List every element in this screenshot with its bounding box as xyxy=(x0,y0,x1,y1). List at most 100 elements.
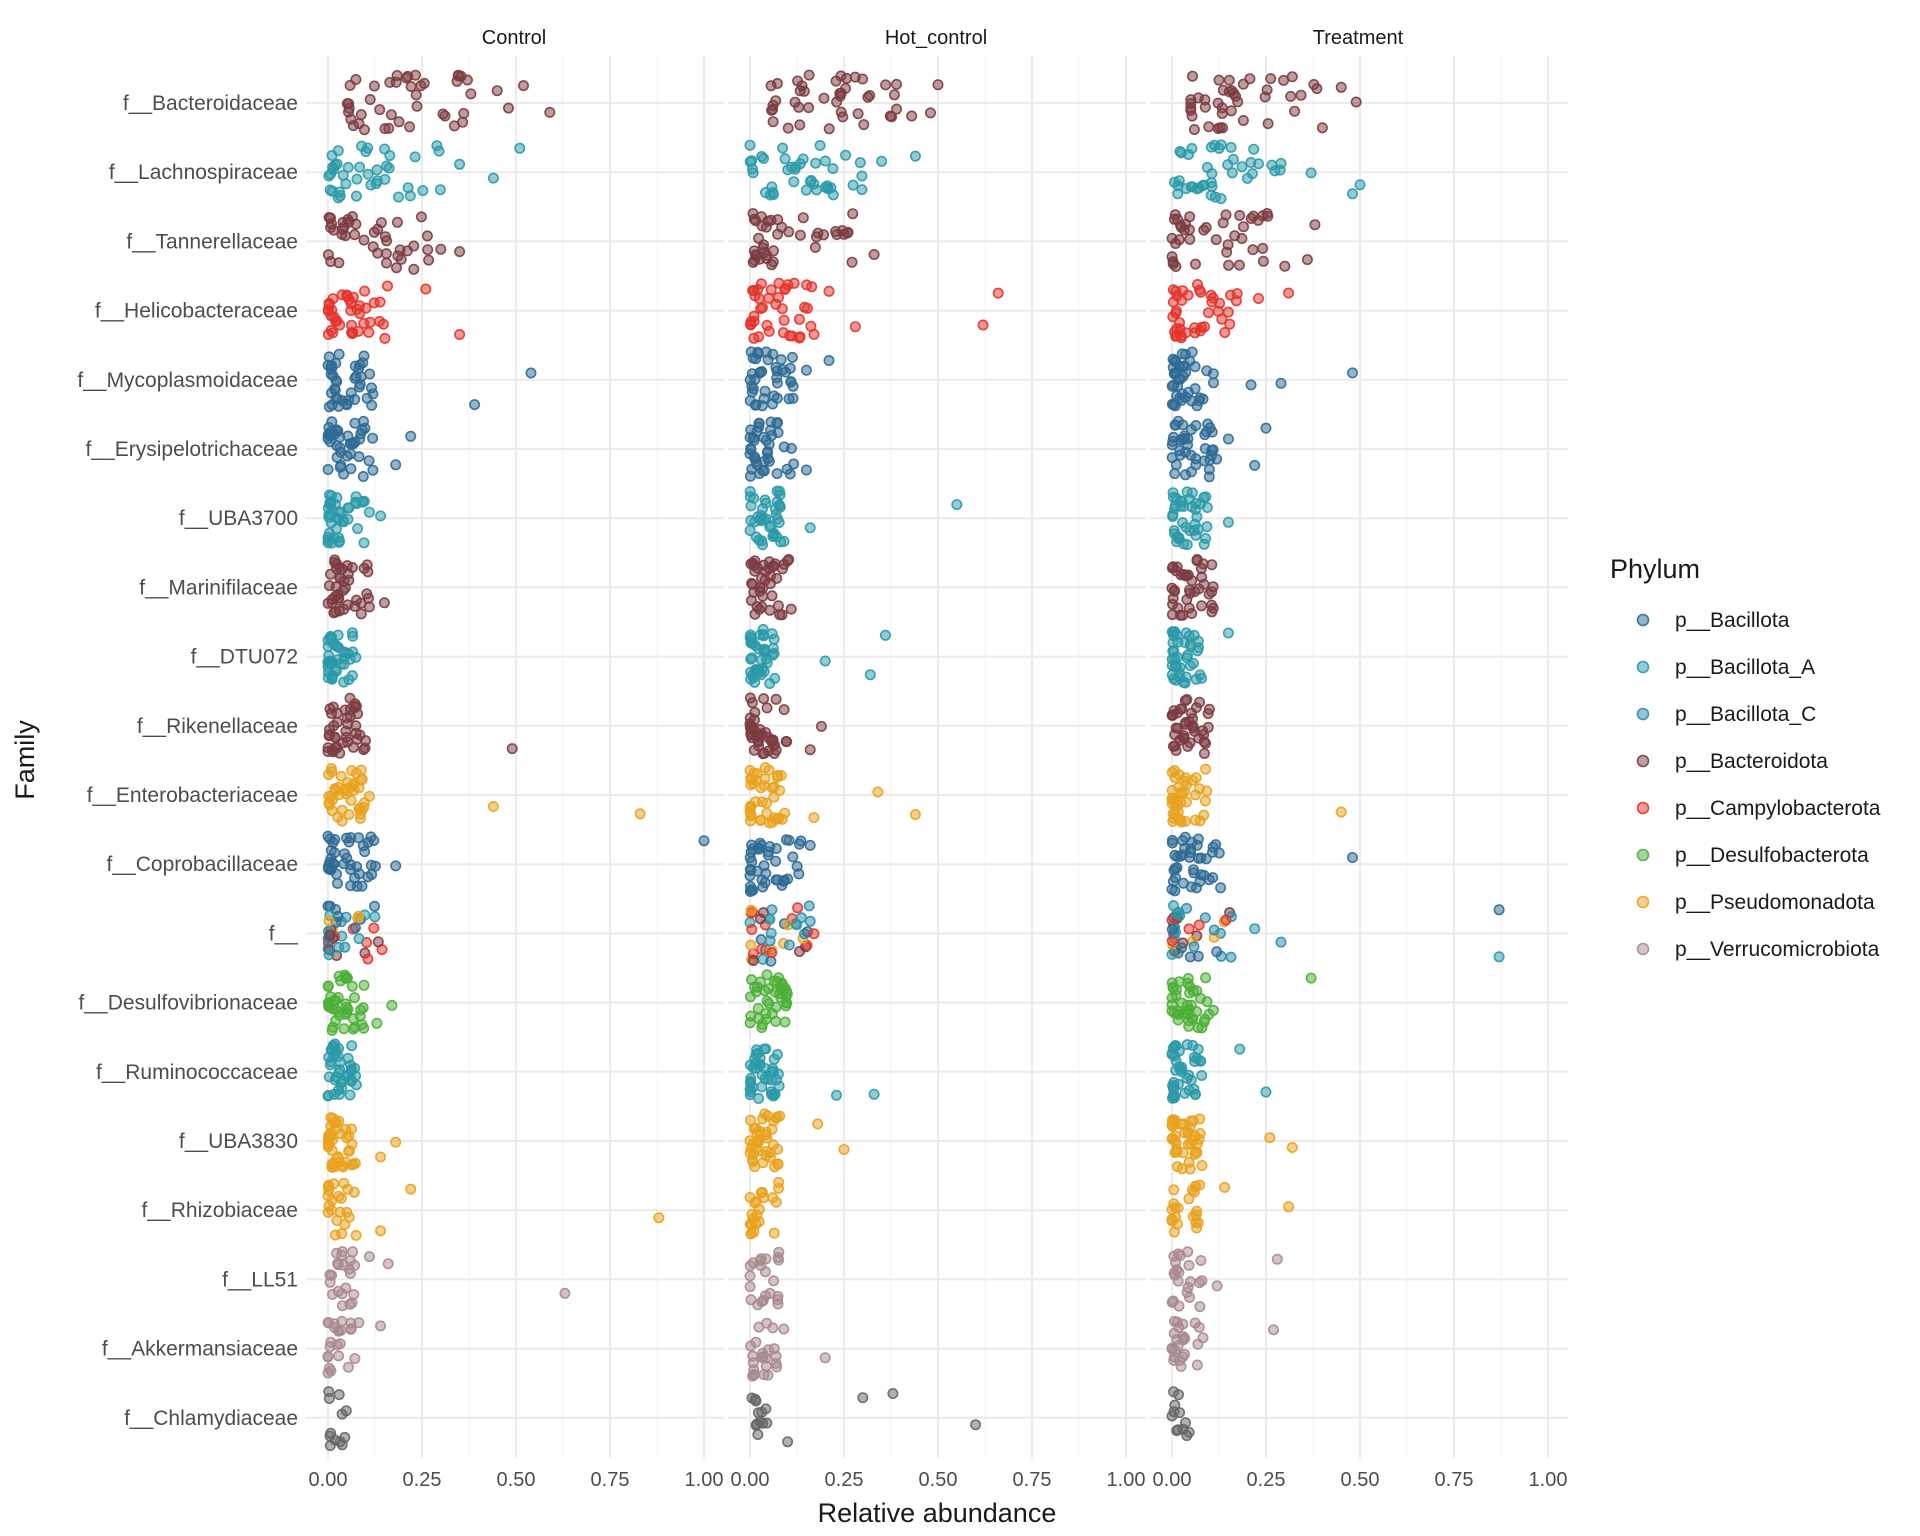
data-point xyxy=(770,693,782,705)
data-point xyxy=(756,729,768,741)
data-point xyxy=(355,109,367,121)
data-point xyxy=(747,1350,759,1362)
data-point xyxy=(749,676,761,688)
y-tick-label: f__Marinifilaceae xyxy=(139,576,298,599)
legend-key xyxy=(1636,942,1650,956)
data-point xyxy=(421,230,433,242)
data-point xyxy=(823,285,835,297)
data-point xyxy=(349,1353,361,1365)
data-point xyxy=(525,367,537,379)
data-point xyxy=(1171,907,1183,919)
data-point xyxy=(379,143,391,155)
data-point xyxy=(750,399,762,411)
data-point xyxy=(359,422,371,434)
data-point xyxy=(349,496,361,508)
data-point xyxy=(381,160,393,172)
data-point xyxy=(1177,1318,1189,1330)
data-point xyxy=(1196,1275,1208,1287)
data-point xyxy=(358,124,370,136)
data-point xyxy=(822,183,834,195)
data-point xyxy=(752,1013,764,1025)
data-point xyxy=(924,107,936,119)
data-point xyxy=(1167,875,1179,887)
data-point xyxy=(745,884,757,896)
data-point xyxy=(1354,179,1366,191)
data-point xyxy=(1245,157,1257,169)
data-point xyxy=(876,155,888,167)
data-point xyxy=(1249,923,1261,935)
data-point xyxy=(327,1158,339,1170)
data-point xyxy=(768,1343,780,1355)
data-point xyxy=(366,399,378,411)
data-point xyxy=(790,161,802,173)
data-point xyxy=(767,1066,779,1078)
data-point xyxy=(337,169,349,181)
data-point xyxy=(1189,814,1201,826)
data-point xyxy=(364,368,376,380)
data-point xyxy=(433,145,445,157)
data-point xyxy=(847,179,859,191)
data-point xyxy=(349,1021,361,1033)
data-point xyxy=(1169,771,1181,783)
x-tick-label: 0.25 xyxy=(403,1469,442,1491)
data-point xyxy=(1246,168,1258,180)
data-point xyxy=(1234,210,1246,222)
data-point xyxy=(325,218,337,230)
legend-key xyxy=(1636,848,1650,862)
data-point xyxy=(1180,716,1192,728)
data-point xyxy=(793,868,805,880)
data-point xyxy=(757,153,769,165)
data-point xyxy=(787,392,799,404)
data-point xyxy=(1169,1399,1181,1411)
data-point xyxy=(1194,1301,1206,1313)
y-tick-label: f__Rhizobiaceae xyxy=(142,1199,298,1222)
data-point xyxy=(369,911,381,923)
legend-key xyxy=(1636,660,1650,674)
data-point xyxy=(785,376,797,388)
data-point xyxy=(1166,609,1178,621)
data-point xyxy=(868,249,880,261)
data-point xyxy=(1198,224,1210,236)
data-point xyxy=(745,319,757,331)
data-point xyxy=(756,1296,768,1308)
data-point xyxy=(1170,330,1182,342)
data-point xyxy=(1196,1160,1208,1172)
data-point xyxy=(349,417,361,429)
y-tick-label: f__UBA3700 xyxy=(179,507,298,530)
data-point xyxy=(749,1161,761,1173)
data-point xyxy=(753,1321,765,1333)
data-point xyxy=(747,167,759,179)
data-point xyxy=(1179,831,1191,843)
data-point xyxy=(764,913,776,925)
data-point xyxy=(353,300,365,312)
data-point xyxy=(325,862,337,874)
data-point xyxy=(800,184,812,196)
data-point xyxy=(1199,795,1211,807)
data-point xyxy=(951,499,963,511)
data-point xyxy=(759,877,771,889)
data-point xyxy=(778,314,790,326)
data-point xyxy=(762,1110,774,1122)
data-point xyxy=(340,1405,352,1417)
data-point xyxy=(336,1315,348,1327)
data-point xyxy=(754,468,766,480)
data-point xyxy=(1264,1132,1276,1144)
data-point xyxy=(1172,1161,1184,1173)
data-point xyxy=(402,182,414,194)
data-point xyxy=(1179,1348,1191,1360)
data-point xyxy=(1191,1006,1203,1018)
data-point xyxy=(328,720,340,732)
legend-label: p__Bacteroidota xyxy=(1675,750,1828,773)
legend-title: Phylum xyxy=(1610,554,1700,584)
data-point xyxy=(350,218,362,230)
data-point xyxy=(1190,459,1202,471)
legend-key xyxy=(1636,754,1650,768)
data-point xyxy=(763,983,775,995)
x-tick-label: 0.50 xyxy=(919,1469,958,1491)
data-point xyxy=(787,851,799,863)
data-point xyxy=(332,1006,344,1018)
data-point xyxy=(325,429,337,441)
data-point xyxy=(1285,90,1297,102)
data-point xyxy=(791,919,803,931)
data-point xyxy=(323,1051,335,1063)
